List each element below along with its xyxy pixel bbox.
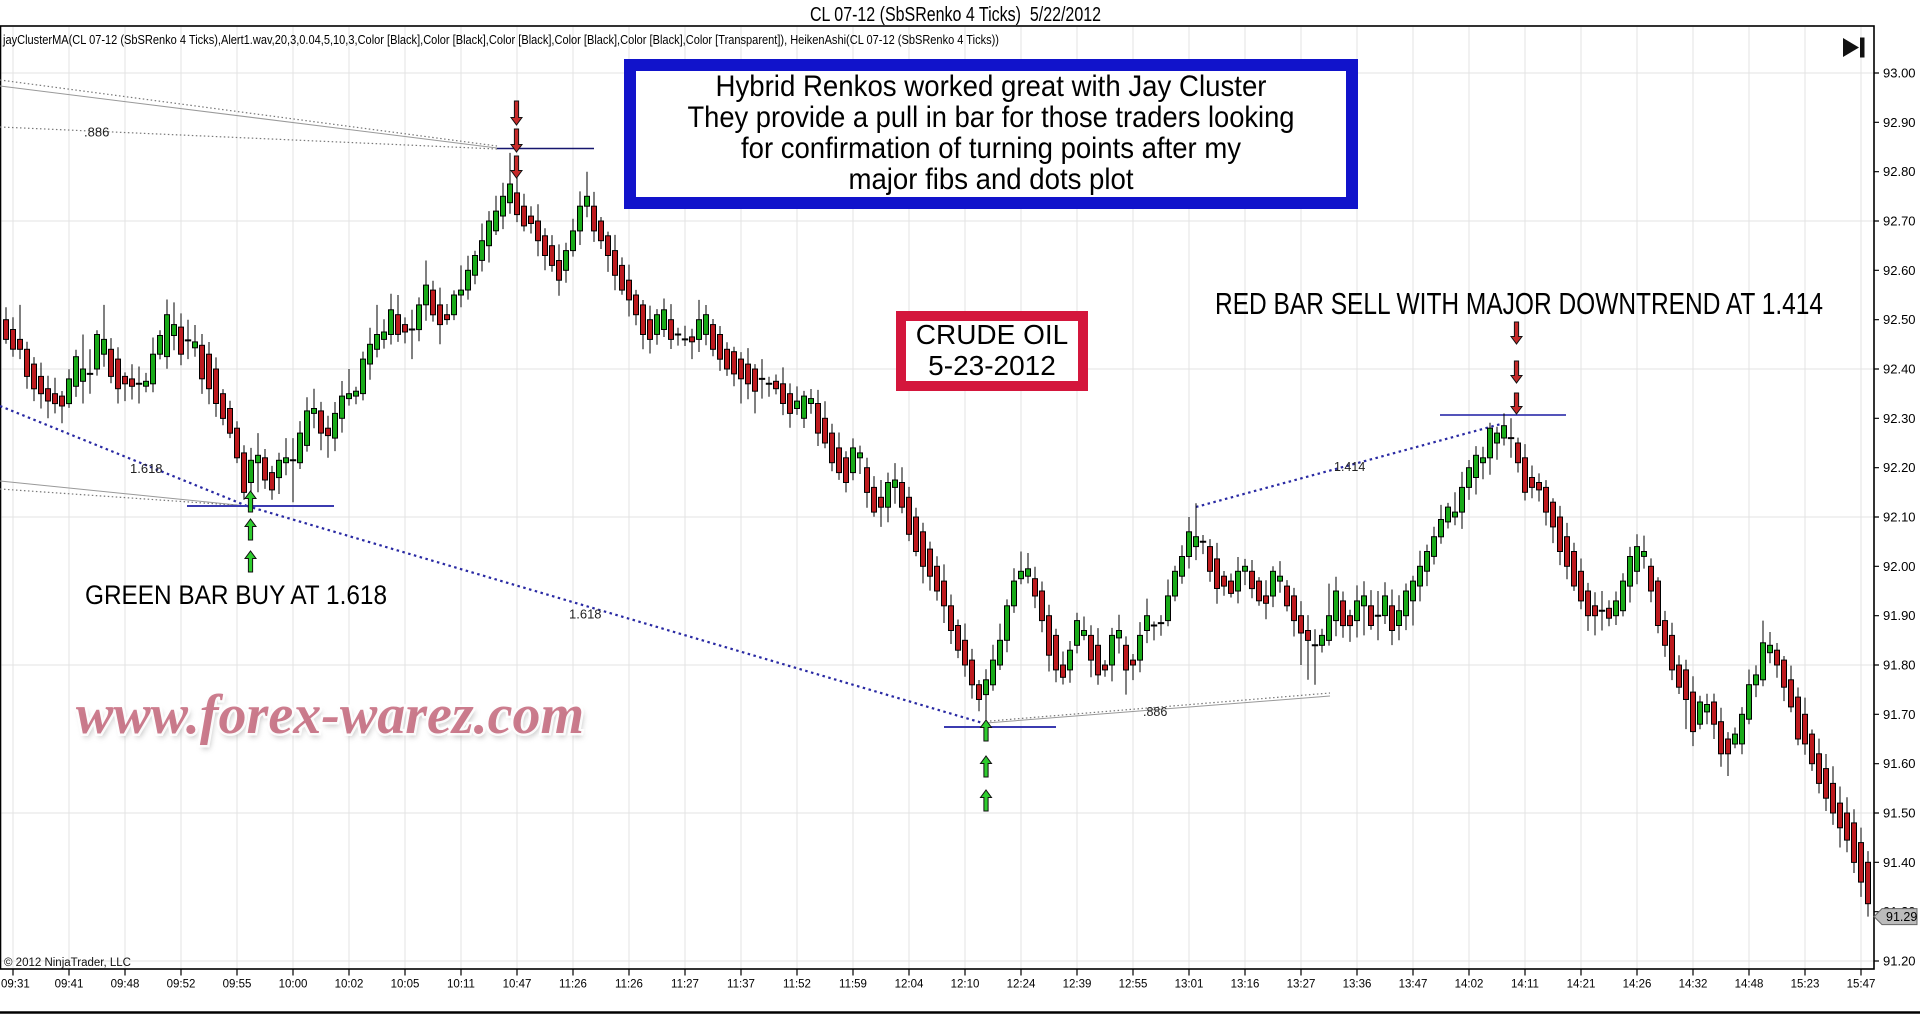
svg-text:10:00: 10:00 (279, 979, 308, 991)
svg-text:92.20: 92.20 (1883, 460, 1916, 475)
svg-text:10:11: 10:11 (447, 979, 475, 991)
svg-text:13:01: 13:01 (1175, 979, 1204, 991)
svg-text:92.80: 92.80 (1883, 164, 1916, 179)
svg-text:13:16: 13:16 (1231, 979, 1260, 991)
svg-text:13:27: 13:27 (1287, 979, 1316, 991)
svg-text:12:04: 12:04 (895, 979, 924, 991)
svg-text:5-23-2012: 5-23-2012 (928, 350, 1056, 381)
svg-text:14:32: 14:32 (1679, 979, 1708, 991)
svg-text:1.414: 1.414 (1334, 460, 1365, 474)
svg-text:jayClusterMA(CL 07-12 (SbSRenk: jayClusterMA(CL 07-12 (SbSRenko 4 Ticks)… (2, 33, 999, 47)
svg-text:CL 07-12 (SbSRenko 4 Ticks) 5: CL 07-12 (SbSRenko 4 Ticks) 5/22/2012 (810, 4, 1101, 26)
svg-text:12:39: 12:39 (1063, 979, 1092, 991)
svg-text:© 2012 NinjaTrader, LLC: © 2012 NinjaTrader, LLC (4, 957, 131, 969)
svg-text:91.40: 91.40 (1883, 855, 1916, 870)
svg-text:11:37: 11:37 (727, 979, 755, 991)
svg-text:91.29: 91.29 (1886, 910, 1917, 924)
svg-text:for confirmation of turning po: for confirmation of turning points after… (741, 132, 1241, 165)
svg-text:13:47: 13:47 (1399, 979, 1428, 991)
svg-text:92.50: 92.50 (1883, 312, 1916, 327)
svg-text:09:41: 09:41 (55, 979, 84, 991)
svg-text:13:36: 13:36 (1343, 979, 1372, 991)
svg-text:.886: .886 (1143, 705, 1167, 719)
svg-text:09:48: 09:48 (111, 979, 140, 991)
svg-text:91.20: 91.20 (1883, 954, 1916, 969)
svg-text:14:26: 14:26 (1623, 979, 1652, 991)
svg-text:www.forex-warez.com: www.forex-warez.com (76, 684, 584, 746)
svg-text:09:52: 09:52 (167, 979, 196, 991)
svg-text:11:26: 11:26 (615, 979, 643, 991)
svg-text:11:59: 11:59 (839, 979, 867, 991)
svg-text:91.80: 91.80 (1883, 658, 1916, 673)
svg-text:14:11: 14:11 (1511, 979, 1539, 991)
svg-text:12:55: 12:55 (1119, 979, 1148, 991)
svg-text:Hybrid Renkos worked great wit: Hybrid Renkos worked great with Jay Clus… (716, 70, 1267, 103)
svg-text:11:26: 11:26 (559, 979, 587, 991)
svg-text:93.00: 93.00 (1883, 66, 1916, 81)
svg-text:1.618: 1.618 (569, 607, 602, 622)
svg-text:14:48: 14:48 (1735, 979, 1764, 991)
svg-text:11:52: 11:52 (783, 979, 811, 991)
svg-text:10:47: 10:47 (503, 979, 532, 991)
svg-text:91.70: 91.70 (1883, 707, 1916, 722)
svg-text:09:55: 09:55 (223, 979, 252, 991)
svg-text:09:31: 09:31 (1, 979, 30, 991)
svg-text:92.40: 92.40 (1883, 362, 1916, 377)
svg-text:CRUDE OIL: CRUDE OIL (916, 319, 1068, 350)
svg-text:92.30: 92.30 (1883, 411, 1916, 426)
svg-text:10:02: 10:02 (335, 979, 364, 991)
svg-text:92.70: 92.70 (1883, 214, 1916, 229)
svg-text:GREEN BAR BUY AT 1.618: GREEN BAR BUY AT 1.618 (85, 580, 387, 610)
svg-text:major fibs and dots plot: major fibs and dots plot (849, 163, 1134, 196)
svg-text:15:23: 15:23 (1791, 979, 1820, 991)
svg-text:91.60: 91.60 (1883, 756, 1916, 771)
svg-text:14:21: 14:21 (1567, 979, 1596, 991)
svg-text:1.618: 1.618 (130, 461, 163, 476)
svg-text:They provide a pull in bar for: They provide a pull in bar for those tra… (688, 101, 1295, 134)
svg-text:RED BAR SELL WITH MAJOR DOWNTR: RED BAR SELL WITH MAJOR DOWNTREND AT 1.4… (1215, 286, 1823, 321)
svg-text:92.60: 92.60 (1883, 263, 1916, 278)
svg-text:12:10: 12:10 (951, 979, 980, 991)
svg-text:14:02: 14:02 (1455, 979, 1484, 991)
svg-text:.886: .886 (84, 125, 109, 140)
svg-text:12:24: 12:24 (1007, 979, 1036, 991)
svg-text:11:27: 11:27 (671, 979, 699, 991)
svg-text:91.90: 91.90 (1883, 608, 1916, 623)
svg-text:92.90: 92.90 (1883, 115, 1916, 130)
svg-text:91.50: 91.50 (1883, 806, 1916, 821)
svg-text:15:47: 15:47 (1847, 979, 1876, 991)
svg-text:92.00: 92.00 (1883, 559, 1916, 574)
svg-text:www.forex-warez.com: www.forex-warez.com (78, 688, 586, 750)
svg-text:10:05: 10:05 (391, 979, 420, 991)
svg-text:92.10: 92.10 (1883, 510, 1916, 525)
